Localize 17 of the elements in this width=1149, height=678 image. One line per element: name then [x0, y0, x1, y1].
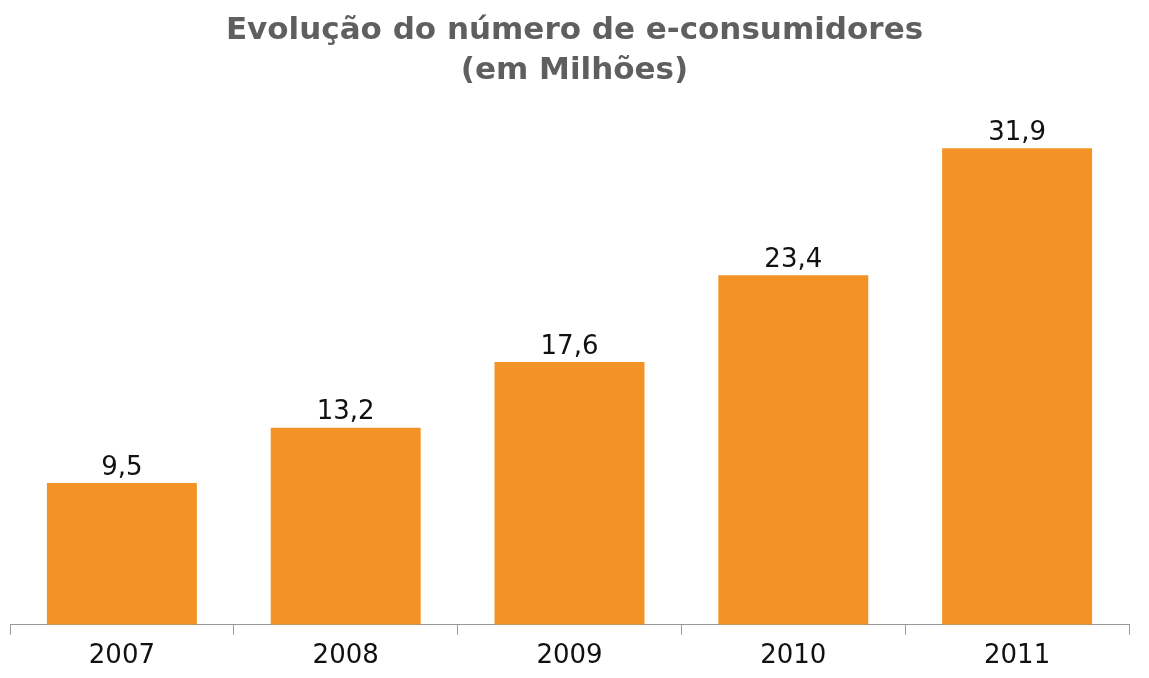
- x-tick-label: 2011: [984, 639, 1051, 670]
- bar: [494, 361, 645, 625]
- data-label: 23,4: [764, 243, 823, 274]
- x-tick-label: 2010: [760, 639, 827, 670]
- bar: [942, 148, 1093, 625]
- x-tick-label: 2008: [312, 639, 379, 670]
- chart-title: Evolução do número de e-consumidores: [224, 9, 925, 48]
- x-tick-label: 2009: [536, 639, 603, 670]
- data-label: 13,2: [316, 395, 375, 426]
- bar: [46, 482, 197, 625]
- bar: [718, 275, 869, 625]
- x-tick-label: 2007: [88, 639, 155, 670]
- data-label: 17,6: [540, 329, 599, 360]
- data-label: 31,9: [988, 116, 1047, 147]
- bar: [270, 427, 421, 625]
- chart-subtitle: (em Milhões): [459, 49, 690, 88]
- data-label: 9,5: [101, 450, 143, 481]
